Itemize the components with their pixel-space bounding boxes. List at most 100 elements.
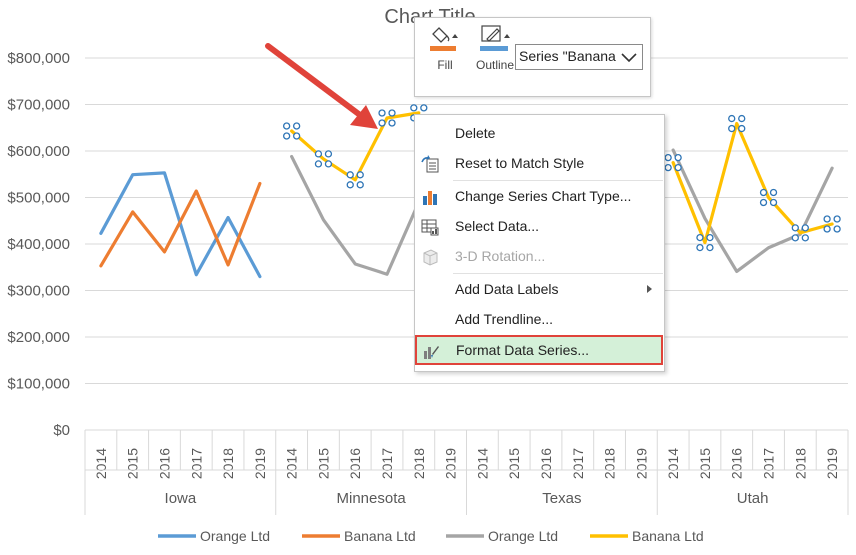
x-tick-label: 2014 <box>284 448 300 479</box>
handle-dot <box>388 119 396 127</box>
menu-item-format-data-series[interactable]: Format Data Series... <box>415 335 663 365</box>
handle-dot <box>420 104 428 112</box>
handle-dot <box>696 243 704 252</box>
handle-dot <box>292 122 301 130</box>
y-tick-label: $400,000 <box>7 236 70 253</box>
menu-item-select-data[interactable]: Select Data... <box>415 212 664 240</box>
handle-dot <box>791 234 799 242</box>
legend-entry: Orange Ltd <box>158 528 270 544</box>
arrow-head <box>350 105 378 129</box>
handle-dot <box>759 188 768 197</box>
menu-item-label: Format Data Series... <box>456 342 590 358</box>
group-label: Minnesota <box>337 490 407 507</box>
y-tick-label: $200,000 <box>7 329 70 346</box>
handle-dot <box>706 233 714 242</box>
series-line <box>671 121 834 245</box>
handle-dot <box>706 243 714 252</box>
x-tick-label: 2014 <box>474 448 490 479</box>
selection-handle <box>314 150 333 168</box>
series-line <box>290 111 421 182</box>
x-tick-label: 2017 <box>761 448 777 479</box>
selection-handle <box>791 224 809 242</box>
legend-entry: Banana Ltd <box>590 528 704 544</box>
y-tick-label: $700,000 <box>7 97 70 114</box>
group-label: Utah <box>737 490 769 507</box>
x-tick-label: 2014 <box>93 448 109 479</box>
y-tick-label: $600,000 <box>7 143 70 160</box>
y-tick-label: $500,000 <box>7 190 70 207</box>
arrow-shaft <box>265 43 367 121</box>
handle-dot <box>410 104 418 112</box>
format-series-icon <box>422 341 440 359</box>
handle-dot <box>282 132 291 140</box>
y-tick-label: $100,000 <box>7 376 70 393</box>
x-tick-label: 2019 <box>252 448 268 479</box>
x-tick-label: 2016 <box>729 448 745 479</box>
handle-dot <box>791 224 799 232</box>
x-tick-label: 2018 <box>602 448 618 479</box>
handle-dot <box>314 160 323 168</box>
x-axis: 2014 2015 2016 2017 2018 2019 Iowa 2014 2015 2016… <box>84 429 849 515</box>
x-tick-label: 2015 <box>506 448 522 479</box>
x-tick-label: 2014 <box>665 448 681 479</box>
legend-entry: Banana Ltd <box>302 528 416 544</box>
fill-button[interactable]: Fill <box>423 24 467 72</box>
x-tick-label: 2018 <box>792 448 808 479</box>
menu-separator <box>453 180 663 181</box>
handle-dot <box>759 198 768 207</box>
group-label: Iowa <box>165 490 197 507</box>
handle-dot <box>378 109 386 117</box>
handle-dot <box>801 224 809 232</box>
menu-item-label: 3-D Rotation... <box>455 248 546 264</box>
menu-item-label: Reset to Match Style <box>455 155 585 171</box>
chevron-down-icon[interactable] <box>620 48 638 66</box>
outline-button[interactable]: Outline <box>473 24 517 72</box>
handle-dot <box>833 215 841 223</box>
x-tick-label: 2019 <box>443 448 459 479</box>
legend-label: Banana Ltd <box>632 528 704 544</box>
handle-dot <box>282 122 291 130</box>
handle-dot <box>769 188 778 197</box>
y-axis-ticks: $800,000 $700,000 $600,000 $500,000 $400,000… <box>7 50 70 439</box>
handle-dot <box>356 181 364 189</box>
context-menu: Delete Reset to Match Style Change Serie… <box>414 114 665 372</box>
menu-item-change-chart-type[interactable]: Change Series Chart Type... <box>415 182 664 210</box>
menu-item-reset-style[interactable]: Reset to Match Style <box>415 149 664 177</box>
menu-item-label: Change Series Chart Type... <box>455 188 632 204</box>
y-tick-label: $0 <box>53 422 70 439</box>
handle-dot <box>388 109 396 117</box>
handle-dot <box>823 225 831 233</box>
handle-dot <box>346 181 354 189</box>
paint-bucket-icon <box>428 24 462 54</box>
selection-handle <box>759 188 778 207</box>
handle-dot <box>378 119 386 127</box>
menu-item-add-data-labels[interactable]: Add Data Labels <box>415 275 664 303</box>
handle-dot <box>674 153 682 162</box>
handle-dot <box>292 132 301 140</box>
annotation-arrow <box>265 43 378 129</box>
handle-dot <box>674 163 682 172</box>
x-tick-label: 2017 <box>379 448 395 479</box>
x-tick-label: 2018 <box>411 448 427 479</box>
x-tick-label: 2017 <box>570 448 586 479</box>
x-tick-label: 2016 <box>538 448 554 479</box>
menu-item-delete[interactable]: Delete <box>415 119 664 147</box>
legend[interactable]: Orange Ltd Banana Ltd Orange Ltd Banana Ltd <box>158 528 704 544</box>
x-tick-label: 2017 <box>188 448 204 479</box>
handle-dot <box>823 215 831 223</box>
handle-dot <box>728 124 736 133</box>
series-dropdown[interactable]: Series "Banana <box>515 44 643 70</box>
legend-label: Orange Ltd <box>200 528 270 544</box>
legend-label: Banana Ltd <box>344 528 416 544</box>
menu-item-add-trendline[interactable]: Add Trendline... <box>415 305 664 333</box>
selection-handle <box>346 171 364 189</box>
handle-dot <box>801 234 809 242</box>
series-line <box>671 148 834 274</box>
menu-item-label: Add Data Labels <box>455 281 559 297</box>
y-tick-label: $800,000 <box>7 50 70 67</box>
selection-handles[interactable] <box>282 104 841 252</box>
series-dropdown-value: Series "Banana <box>519 48 616 64</box>
x-tick-label: 2015 <box>125 448 141 479</box>
legend-label: Orange Ltd <box>488 528 558 544</box>
